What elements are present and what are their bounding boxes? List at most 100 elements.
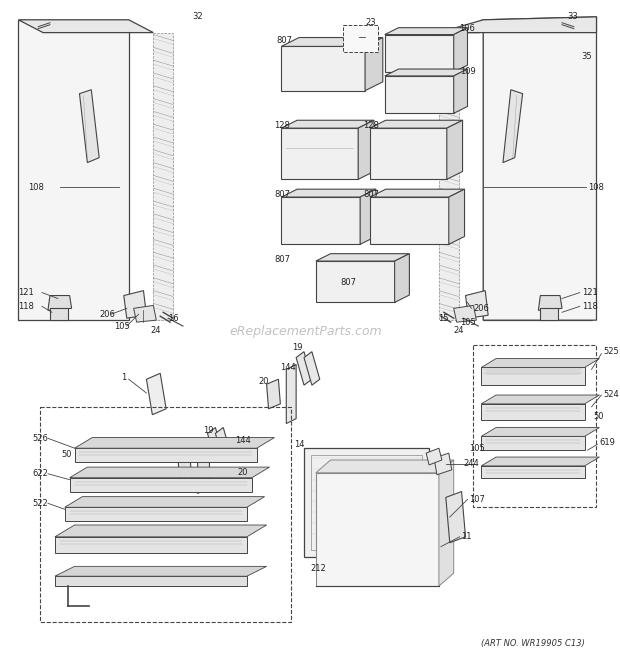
Polygon shape — [19, 20, 153, 32]
Polygon shape — [124, 291, 146, 318]
Polygon shape — [503, 90, 523, 163]
Polygon shape — [64, 507, 247, 521]
Polygon shape — [304, 448, 429, 557]
Text: 16: 16 — [168, 314, 179, 323]
Polygon shape — [360, 189, 376, 245]
Polygon shape — [439, 20, 591, 32]
Polygon shape — [153, 32, 173, 320]
Polygon shape — [316, 460, 454, 473]
Text: 105: 105 — [459, 318, 476, 327]
Polygon shape — [267, 379, 280, 408]
Polygon shape — [304, 352, 320, 385]
Text: 35: 35 — [582, 52, 592, 61]
Text: 109: 109 — [459, 67, 476, 77]
Text: 50: 50 — [593, 412, 604, 421]
Text: 244: 244 — [464, 459, 479, 469]
Polygon shape — [454, 305, 476, 322]
Text: 128: 128 — [363, 121, 379, 130]
Text: 106: 106 — [459, 24, 474, 33]
Text: 105: 105 — [469, 444, 485, 453]
Polygon shape — [481, 466, 585, 478]
Text: 206: 206 — [99, 310, 115, 319]
Text: 807: 807 — [277, 36, 293, 45]
Text: 20: 20 — [237, 468, 247, 477]
Text: 108: 108 — [29, 182, 44, 192]
Circle shape — [352, 32, 359, 40]
Text: 144: 144 — [280, 363, 296, 372]
Polygon shape — [281, 120, 374, 128]
Polygon shape — [483, 20, 591, 320]
Text: 206: 206 — [474, 304, 489, 313]
Polygon shape — [281, 128, 358, 179]
Polygon shape — [281, 38, 383, 46]
Text: 622: 622 — [32, 469, 48, 479]
Polygon shape — [385, 28, 467, 34]
Text: 144: 144 — [235, 436, 251, 445]
Polygon shape — [385, 76, 454, 113]
Text: 118: 118 — [582, 302, 598, 311]
Polygon shape — [74, 448, 257, 462]
Polygon shape — [19, 20, 129, 320]
Polygon shape — [79, 90, 99, 163]
Polygon shape — [370, 197, 449, 245]
Text: 11: 11 — [461, 532, 472, 541]
Polygon shape — [449, 189, 464, 245]
Text: 24: 24 — [151, 325, 161, 334]
Bar — [291, 138, 321, 156]
Text: 522: 522 — [32, 499, 48, 508]
Text: 108: 108 — [588, 182, 603, 192]
Polygon shape — [316, 473, 439, 586]
Polygon shape — [481, 358, 600, 368]
Polygon shape — [439, 460, 454, 586]
Text: 50: 50 — [62, 449, 73, 459]
Polygon shape — [296, 352, 312, 385]
Bar — [40, 407, 291, 621]
Text: 619: 619 — [600, 438, 615, 447]
Text: 33: 33 — [567, 13, 578, 21]
Polygon shape — [370, 120, 463, 128]
Polygon shape — [286, 364, 296, 424]
Polygon shape — [69, 478, 252, 492]
Text: 807: 807 — [363, 190, 379, 198]
Text: 19: 19 — [203, 426, 214, 435]
Polygon shape — [434, 453, 452, 475]
Polygon shape — [55, 576, 247, 586]
Polygon shape — [208, 428, 223, 461]
Text: 15: 15 — [438, 314, 448, 323]
Polygon shape — [459, 20, 591, 32]
Polygon shape — [198, 440, 210, 494]
Polygon shape — [481, 457, 600, 466]
Polygon shape — [385, 34, 454, 72]
Polygon shape — [316, 254, 409, 261]
Polygon shape — [481, 368, 585, 385]
Text: 121: 121 — [582, 288, 598, 297]
Text: 24: 24 — [454, 325, 464, 334]
Text: 524: 524 — [603, 389, 619, 399]
Text: 107: 107 — [469, 495, 485, 504]
Text: (ART NO. WR19905 C13): (ART NO. WR19905 C13) — [480, 639, 585, 648]
Polygon shape — [146, 373, 166, 414]
Polygon shape — [439, 17, 596, 32]
Text: eReplacementParts.com: eReplacementParts.com — [229, 325, 383, 338]
Polygon shape — [69, 467, 270, 478]
Polygon shape — [64, 496, 265, 507]
Text: 14: 14 — [294, 440, 304, 449]
Polygon shape — [281, 189, 376, 197]
Polygon shape — [316, 261, 394, 303]
Polygon shape — [426, 448, 442, 465]
Text: 212: 212 — [310, 564, 326, 573]
Polygon shape — [50, 308, 68, 320]
Circle shape — [56, 299, 64, 306]
Polygon shape — [74, 438, 275, 448]
Polygon shape — [439, 32, 459, 320]
Polygon shape — [281, 197, 360, 245]
Text: 526: 526 — [32, 434, 48, 443]
Bar — [474, 345, 596, 507]
Text: 32: 32 — [193, 13, 203, 21]
Text: 19: 19 — [292, 343, 303, 352]
Text: 525: 525 — [603, 347, 619, 356]
Polygon shape — [358, 120, 374, 179]
Polygon shape — [134, 305, 156, 322]
Polygon shape — [447, 120, 463, 179]
Bar — [375, 138, 404, 156]
